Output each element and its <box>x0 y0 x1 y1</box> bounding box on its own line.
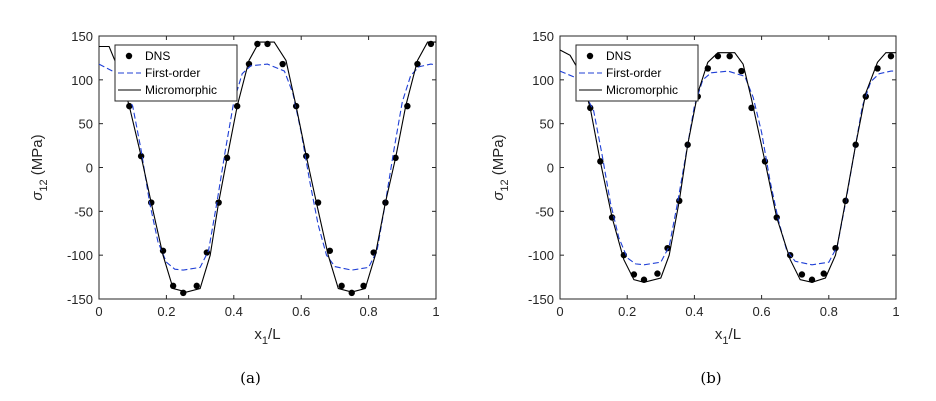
x-tick-label: 0 <box>556 304 563 319</box>
x-tick-label: 1 <box>892 304 899 319</box>
legend: DNS First-order Micromorphic <box>114 44 238 102</box>
y-axis-label: σ12 (MPa) <box>490 134 511 200</box>
dns-point <box>348 289 355 297</box>
subfigure-caption: (b) <box>700 369 721 387</box>
y-tick-label: 0 <box>547 161 554 176</box>
y-tick-label: -150 <box>528 292 554 307</box>
y-tick-label: 50 <box>79 117 93 132</box>
micromorphic-line <box>99 41 436 293</box>
y-tick-label: 100 <box>71 73 93 88</box>
y-tick-label: 0 <box>86 161 93 176</box>
dns-point <box>326 247 334 254</box>
first-order-line <box>99 63 436 271</box>
x-tick-label: 0.8 <box>360 304 378 319</box>
legend-marker-dns <box>586 52 594 60</box>
x-tick-label: 0.4 <box>685 304 703 319</box>
dns-point <box>338 282 345 290</box>
chart-panel-b: 0 0.2 0.4 0.6 0.8 1 -150 -100 -50 0 50 100 150 DNS Fir… <box>490 29 900 387</box>
legend-box <box>114 44 238 102</box>
x-axis-label: x1/L <box>715 326 741 347</box>
dns-point <box>640 276 648 283</box>
x-tick-label: 0.2 <box>157 304 175 319</box>
legend-label-first-order: First-order <box>145 66 200 80</box>
legend-label-micromorphic: Micromorphic <box>606 83 678 97</box>
dns-point <box>279 60 286 68</box>
legend-label-dns: DNS <box>606 49 631 63</box>
y-tick-label: 50 <box>540 117 554 132</box>
x-axis-label: x1/L <box>254 326 280 347</box>
y-tick-label: -150 <box>67 292 93 307</box>
dns-point <box>714 52 722 60</box>
legend-label-dns: DNS <box>145 49 170 63</box>
chart-panel-a: 0 0.2 0.4 0.6 0.8 1 -150 -100 -50 0 50 100 150 DNS Fir… <box>29 29 440 387</box>
x-tick-label: 0.2 <box>618 304 636 319</box>
y-tick-label: -100 <box>528 248 554 263</box>
y-tick-label: 150 <box>71 29 93 44</box>
y-tick-label: -50 <box>74 204 93 219</box>
legend: DNS First-order Micromorphic <box>575 44 699 102</box>
data-layer <box>560 49 896 283</box>
dns-point <box>887 52 895 60</box>
legend-box <box>575 44 699 102</box>
x-tick-label: 1 <box>432 304 439 319</box>
x-tick-label: 0 <box>95 304 102 319</box>
dns-point <box>726 52 733 60</box>
x-tick-label: 0.8 <box>820 304 838 319</box>
dns-point <box>738 67 745 75</box>
y-tick-label: 100 <box>532 73 554 88</box>
subfigure-caption: (a) <box>240 369 261 387</box>
x-tick-label: 0.6 <box>753 304 771 319</box>
dns-point <box>798 271 806 278</box>
y-tick-label: 150 <box>532 29 554 44</box>
y-axis-label: σ12 (MPa) <box>29 134 50 200</box>
legend-marker-dns <box>125 52 133 60</box>
x-tick-label: 0.6 <box>292 304 310 319</box>
legend-label-first-order: First-order <box>606 66 661 80</box>
dns-point <box>820 270 827 277</box>
dns-point <box>193 282 200 290</box>
y-tick-label: -50 <box>535 204 554 219</box>
dns-point <box>664 244 671 252</box>
x-tick-label: 0.4 <box>225 304 243 319</box>
dns-point <box>654 270 661 277</box>
legend-label-micromorphic: Micromorphic <box>145 83 217 97</box>
micromorphic-line <box>560 49 896 283</box>
data-layer <box>99 40 436 297</box>
y-tick-label: -100 <box>67 248 93 263</box>
